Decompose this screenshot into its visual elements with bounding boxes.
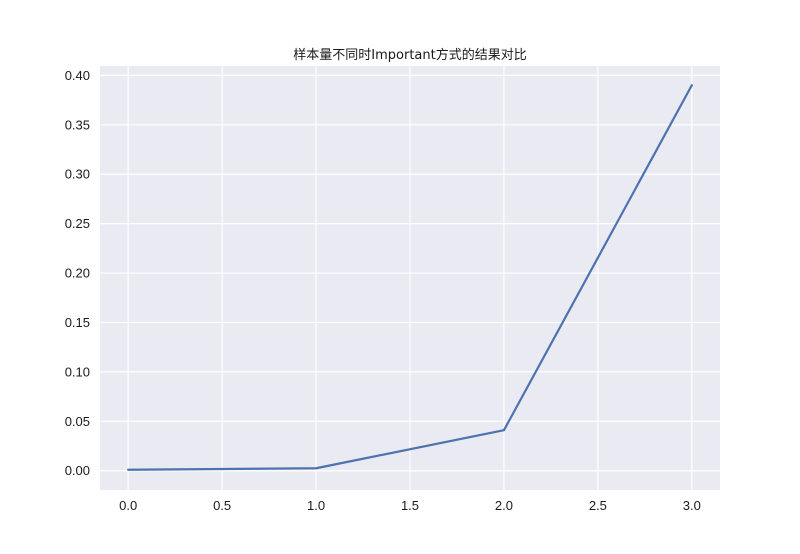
x-tick-label: 0.5	[213, 498, 231, 513]
y-tick-label: 0.15	[65, 315, 90, 330]
y-tick-label: 0.25	[65, 216, 90, 231]
chart-title: 样本量不同时Important方式的结果对比	[0, 44, 800, 63]
y-tick-label: 0.40	[65, 68, 90, 83]
x-tick-label: 1.0	[307, 498, 325, 513]
x-tick-label: 1.5	[401, 498, 419, 513]
y-tick-label: 0.10	[65, 364, 90, 379]
y-tick-label: 0.05	[65, 414, 90, 429]
y-tick-label: 0.35	[65, 117, 90, 132]
x-tick-label: 2.0	[495, 498, 513, 513]
x-tick-label: 0.0	[119, 498, 137, 513]
y-axis-ticks: 0.00 0.05 0.10 0.15 0.20 0.25 0.30 0.35 0.40	[65, 68, 90, 478]
y-tick-label: 0.30	[65, 167, 90, 182]
y-tick-label: 0.00	[65, 463, 90, 478]
y-tick-label: 0.20	[65, 266, 90, 281]
x-tick-label: 3.0	[683, 498, 701, 513]
x-tick-label: 2.5	[589, 498, 607, 513]
x-axis-ticks: 0.0 0.5 1.0 1.5 2.0 2.5 3.0	[119, 498, 701, 513]
